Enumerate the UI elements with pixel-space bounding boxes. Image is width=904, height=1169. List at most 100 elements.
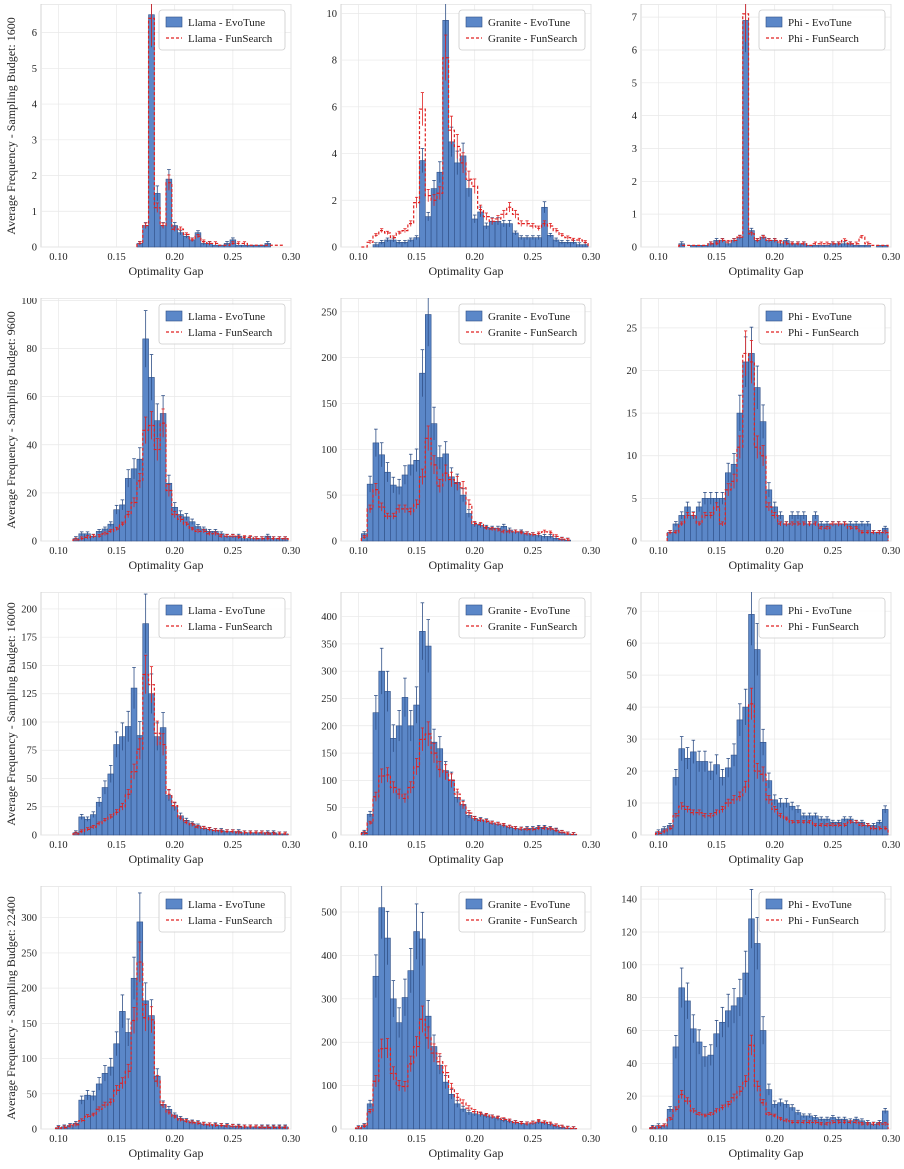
- x-tick-label: 0.15: [707, 252, 725, 263]
- x-tick-label: 0.15: [707, 546, 725, 557]
- evotune-bar: [449, 142, 455, 247]
- x-tick-label: 0.30: [882, 1134, 900, 1145]
- y-tick-label: 50: [27, 774, 38, 785]
- evotune-bar: [460, 804, 466, 835]
- x-axis-label: Optimality Gap: [729, 558, 804, 572]
- evotune-bar: [114, 745, 120, 835]
- evotune-bar: [719, 498, 725, 541]
- x-axis-label: Optimality Gap: [429, 264, 504, 278]
- x-tick-label: 0.15: [407, 252, 425, 263]
- y-tick-label: 7: [632, 13, 637, 24]
- evotune-bar: [830, 524, 836, 541]
- evotune-bar: [685, 1001, 691, 1129]
- x-tick-label: 0.30: [582, 546, 600, 557]
- legend-funsearch-label: Granite - FunSearch: [488, 327, 578, 339]
- evotune-bar: [242, 245, 248, 247]
- x-axis-label: Optimality Gap: [729, 852, 804, 866]
- evotune-bar: [390, 999, 396, 1129]
- y-tick-label: 50: [327, 803, 338, 814]
- evotune-bar: [454, 1104, 460, 1129]
- y-tick-label: 2: [32, 171, 37, 182]
- evotune-bar: [478, 1115, 484, 1129]
- x-tick-label: 0.25: [524, 1134, 542, 1145]
- evotune-bar: [743, 362, 749, 541]
- evotune-bar: [495, 221, 501, 247]
- evotune-bar: [772, 800, 778, 835]
- y-tick-label: 1: [632, 210, 637, 221]
- x-tick-label: 0.30: [882, 252, 900, 263]
- x-tick-label: 0.10: [49, 546, 67, 557]
- x-tick-label: 0.25: [224, 1134, 242, 1145]
- legend-evotune-label: Phi - EvoTune: [788, 899, 852, 911]
- x-tick-label: 0.20: [766, 840, 784, 851]
- x-tick-label: 0.15: [107, 546, 125, 557]
- x-tick-label: 0.20: [166, 252, 184, 263]
- evotune-bar: [685, 758, 691, 835]
- y-tick-label: 5: [632, 78, 637, 89]
- evotune-bar: [702, 761, 708, 835]
- evotune-bar: [431, 424, 437, 541]
- evotune-bar: [725, 473, 731, 541]
- legend-evotune-label: Llama - EvoTune: [188, 17, 265, 29]
- legend-funsearch-label: Llama - FunSearch: [188, 327, 273, 339]
- evotune-bar: [725, 1011, 731, 1129]
- evotune-bar: [437, 172, 443, 247]
- x-axis-label: Optimality Gap: [429, 558, 504, 572]
- x-tick-label: 0.15: [407, 546, 425, 557]
- evotune-bar: [824, 245, 830, 247]
- evotune-bar: [143, 226, 149, 247]
- x-tick-label: 0.25: [824, 546, 842, 557]
- evotune-bar: [119, 737, 125, 835]
- legend-funsearch-label: Llama - FunSearch: [188, 33, 273, 45]
- y-tick-label: 30: [627, 735, 638, 746]
- legend-evotune-label: Llama - EvoTune: [188, 311, 265, 323]
- evotune-bar: [719, 1022, 725, 1129]
- y-tick-label: 15: [627, 409, 638, 420]
- evotune-bar: [443, 1082, 449, 1129]
- legend-evotune-label: Granite - EvoTune: [488, 899, 570, 911]
- evotune-bar: [679, 515, 685, 541]
- y-tick-label: 150: [321, 749, 337, 760]
- evotune-bar: [466, 189, 472, 247]
- y-tick-label: 3: [632, 144, 637, 155]
- evotune-bar: [408, 971, 414, 1129]
- x-tick-label: 0.25: [824, 252, 842, 263]
- evotune-bar: [213, 245, 219, 247]
- y-tick-label: 125: [21, 689, 37, 700]
- evotune-bar: [708, 498, 714, 541]
- legend-funsearch-label: Phi - FunSearch: [788, 621, 859, 633]
- y-tick-label: 10: [627, 799, 638, 810]
- y-tick-label: 200: [321, 721, 337, 732]
- evotune-bar: [472, 219, 478, 247]
- x-tick-label: 0.25: [224, 840, 242, 851]
- evotune-bar: [766, 1090, 772, 1129]
- y-tick-label: 20: [627, 366, 638, 377]
- evotune-bar: [419, 161, 425, 247]
- evotune-bar: [454, 797, 460, 835]
- y-tick-label: 1: [32, 207, 37, 218]
- evotune-bar: [749, 919, 755, 1129]
- y-tick-label: 0: [632, 537, 637, 548]
- evotune-bar: [189, 522, 195, 541]
- evotune-bar: [96, 802, 102, 835]
- y-tick-label: 150: [21, 1019, 37, 1030]
- y-tick-label: 0: [632, 831, 637, 842]
- evotune-bar: [396, 487, 402, 541]
- x-axis-label: Optimality Gap: [129, 852, 204, 866]
- evotune-bar: [760, 1030, 766, 1129]
- y-tick-label: 0: [632, 1125, 637, 1136]
- legend-evotune-swatch: [166, 605, 182, 615]
- legend-evotune-swatch: [166, 311, 182, 321]
- y-tick-label: 50: [327, 491, 338, 502]
- evotune-bar: [743, 973, 749, 1129]
- legend-evotune-swatch: [766, 605, 782, 615]
- legend-evotune-label: Llama - EvoTune: [188, 605, 265, 617]
- legend-evotune-swatch: [166, 17, 182, 27]
- evotune-bar: [737, 720, 743, 835]
- x-tick-label: 0.20: [766, 546, 784, 557]
- evotune-bar: [385, 938, 391, 1129]
- x-tick-label: 0.20: [466, 840, 484, 851]
- x-tick-label: 0.20: [466, 252, 484, 263]
- x-tick-label: 0.30: [282, 252, 300, 263]
- evotune-bar: [149, 694, 155, 835]
